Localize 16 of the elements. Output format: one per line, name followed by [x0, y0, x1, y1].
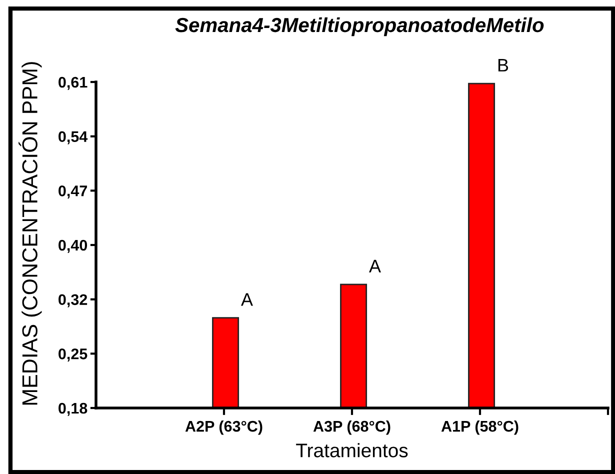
annotation: A — [241, 293, 253, 306]
y-tick-label: 0,54 — [58, 131, 88, 144]
y-tick-label: 0,61 — [58, 76, 88, 90]
y-tick-label: 0,40 — [58, 240, 88, 253]
y-tick-label: 0,25 — [58, 348, 88, 362]
y-axis-title: MEDIAS (CONCENTRACIÓN PPM) — [18, 62, 42, 405]
x-tick-label: A2P (63°C) — [185, 420, 262, 435]
annotation: B — [498, 59, 508, 72]
y-tick-label: 0,18 — [58, 402, 88, 416]
y-tick-label: 0,47 — [58, 186, 87, 199]
y-tick-label: 0,32 — [58, 294, 88, 308]
x-tick-label: A3P (68°C) — [313, 420, 390, 435]
chart-title: Semana4-3MetiltiopropanoatodeMetilo — [175, 17, 544, 36]
x-axis-title: Tratamientos — [296, 443, 408, 458]
x-tick-label: A1P (58°C) — [441, 420, 518, 435]
annotation: A — [369, 260, 381, 272]
